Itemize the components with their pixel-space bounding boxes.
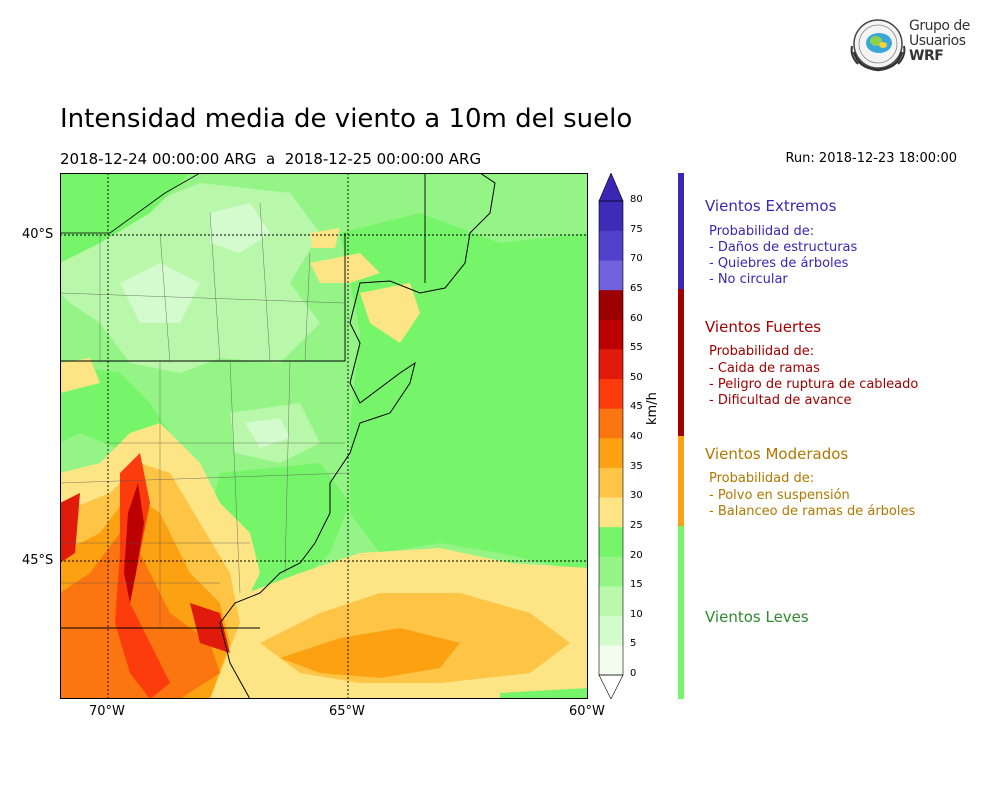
wind-zone-yellow xyxy=(360,283,420,343)
lon-label-60w: 60°W xyxy=(569,704,605,719)
legend-bar-leves xyxy=(678,526,684,699)
graticule xyxy=(60,173,588,699)
period-separator: a xyxy=(265,150,276,168)
legend-bar-fuertes xyxy=(678,289,684,436)
legend-item-extremos: - Quiebres de árboles xyxy=(709,256,849,271)
lat-label-40s: 40°S xyxy=(22,227,54,242)
province-border xyxy=(60,173,201,234)
colorbar-tick-label: 5 xyxy=(630,638,637,650)
legend-title-moderados: Vientos Moderados xyxy=(705,445,849,463)
coastline xyxy=(219,173,496,699)
lat-label-45s: 45°S xyxy=(22,553,54,568)
colorbar-segment xyxy=(599,645,623,676)
wind-zone-light xyxy=(210,203,270,253)
colorbar-tick-label: 10 xyxy=(630,608,643,620)
wind-zone-green xyxy=(340,213,588,573)
colorbar-unit: km/h xyxy=(645,392,660,425)
logo-line-2: Usuarios xyxy=(909,33,966,49)
legend-sub-fuertes: Probabilidad de: xyxy=(709,344,815,359)
legend-item-extremos: - No circular xyxy=(709,272,788,287)
legend-sub-moderados: Probabilidad de: xyxy=(709,471,815,486)
wind-zone-light xyxy=(245,418,290,448)
colorbar-segment xyxy=(599,467,623,498)
lon-label-65w: 65°W xyxy=(329,704,365,719)
colorbar-tick-label: 55 xyxy=(630,342,643,354)
wind-map xyxy=(60,173,588,699)
colorbar-tick-label: 65 xyxy=(630,282,643,294)
colorbar-max-arrow xyxy=(598,173,624,202)
legend-bar-extremos xyxy=(678,173,684,289)
colorbar-segment xyxy=(599,438,623,468)
colorbar-frame xyxy=(598,200,624,676)
map-title: Intensidad media de viento a 10m del sue… xyxy=(60,104,633,134)
colorbar-tick-label: 75 xyxy=(630,223,643,235)
colorbar-segment xyxy=(599,586,623,617)
province-border xyxy=(60,233,346,362)
colorbar-segment xyxy=(599,526,623,557)
colorbar-tick-label: 35 xyxy=(630,460,643,472)
colorbar-segment xyxy=(599,230,623,261)
colorbar-tick-label: 50 xyxy=(630,371,643,383)
legend-bar-moderados xyxy=(678,436,684,526)
wrf-logo-icon xyxy=(850,19,906,72)
colorbar-segment xyxy=(599,260,623,291)
colorbar-segment xyxy=(599,615,623,646)
wind-zone-light xyxy=(120,263,200,323)
colorbar-min-arrow xyxy=(598,674,624,699)
department-border xyxy=(60,202,351,628)
colorbar-segment xyxy=(599,556,623,587)
colorbar-tick-label: 15 xyxy=(630,579,643,591)
run-timestamp: Run: 2018-12-23 18:00:00 xyxy=(785,151,957,166)
legend-title-extremos: Vientos Extremos xyxy=(705,197,837,215)
wind-zone-yellow xyxy=(310,228,340,248)
map-frame xyxy=(60,173,588,699)
colorbar-tick-label: 30 xyxy=(630,490,643,502)
colorbar-tick-label: 0 xyxy=(630,668,637,679)
colorbar-tick-label: 60 xyxy=(630,312,643,324)
legend-item-extremos: - Daños de estructuras xyxy=(709,240,858,255)
legend-title-leves: Vientos Leves xyxy=(705,608,809,626)
wind-zone-green xyxy=(500,688,588,699)
legend-item-moderados: - Balanceo de ramas de árboles xyxy=(709,504,916,519)
colorbar-segment xyxy=(599,408,623,439)
colorbar-tick-label: 70 xyxy=(630,253,643,265)
legend-title-fuertes: Vientos Fuertes xyxy=(705,318,822,336)
period-end: 2018-12-25 00:00:00 ARG xyxy=(284,150,482,168)
legend-sub-extremos: Probabilidad de: xyxy=(709,224,815,239)
colorbar-segment xyxy=(599,497,623,528)
colorbar-segment xyxy=(599,289,623,320)
colorbar-tick-label: 45 xyxy=(630,401,643,413)
wind-zone-green xyxy=(60,173,190,263)
wind-zone-yellow xyxy=(60,358,100,393)
logo-line-1: Grupo de xyxy=(909,18,970,34)
lon-label-70w: 70°W xyxy=(89,704,125,719)
legend-item-fuertes: - Dificultad de avance xyxy=(709,393,852,408)
colorbar-tick-label: 20 xyxy=(630,549,643,561)
colorbar-segment xyxy=(599,201,623,231)
colorbar-tick-label: 80 xyxy=(630,194,643,205)
legend-item-moderados: - Polvo en suspensión xyxy=(709,488,850,503)
wind-zone-red xyxy=(60,493,80,563)
colorbar-segment xyxy=(599,319,623,350)
wind-zone-red-orange xyxy=(60,533,220,699)
period-start: 2018-12-24 00:00:00 ARG xyxy=(60,150,257,168)
logo-line-3: WRF xyxy=(909,48,944,64)
colorbar-segment xyxy=(599,349,623,380)
legend-item-fuertes: - Peligro de ruptura de cableado xyxy=(709,377,919,392)
logo-text: Grupo de Usuarios WRF xyxy=(909,19,970,64)
colorbar xyxy=(598,173,624,699)
forecast-period: 2018-12-24 00:00:00 ARG a 2018-12-25 00:… xyxy=(60,150,481,168)
colorbar-tick-label: 40 xyxy=(630,431,643,442)
colorbar-segment xyxy=(599,378,623,409)
colorbar-tick-label: 25 xyxy=(630,519,643,531)
wind-zone-orange xyxy=(280,628,460,678)
legend-item-fuertes: - Caida de ramas xyxy=(709,361,820,376)
